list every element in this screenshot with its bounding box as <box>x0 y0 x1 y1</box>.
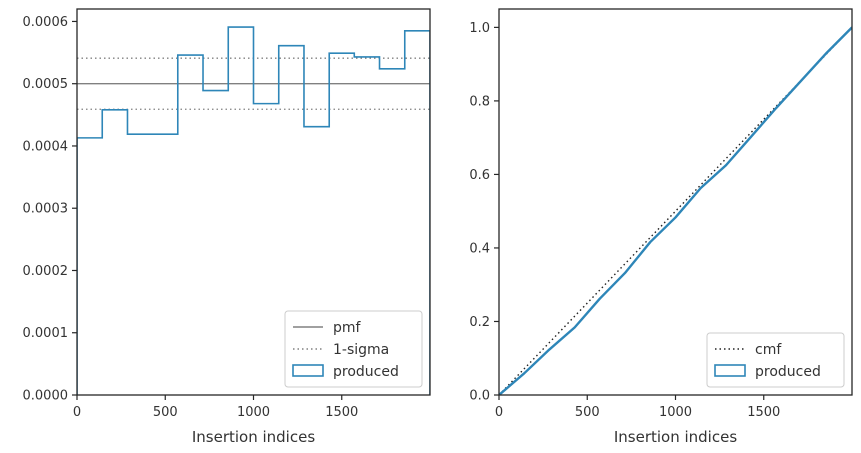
y-tick-label: 0.6 <box>469 168 490 183</box>
y-tick-label: 0.0000 <box>23 389 69 404</box>
y-tick-label: 0.0006 <box>23 15 69 30</box>
produced-step-histogram <box>77 26 430 395</box>
legend-label: produced <box>333 364 399 380</box>
legend-label: produced <box>755 364 821 380</box>
x-tick-label: 1000 <box>237 405 270 420</box>
x-tick-label: 500 <box>575 405 600 420</box>
x-tick-label: 500 <box>153 405 178 420</box>
chart-panel-1: 0 500 1000 1500 0.0000 0.0001 0.0002 0.0003 0.00… <box>23 8 431 446</box>
legend-label: cmf <box>755 342 782 358</box>
x-tick-label: 1000 <box>659 405 692 420</box>
y-tick-label: 0.0002 <box>23 264 69 279</box>
y-tick-label: 0.4 <box>469 241 490 256</box>
y-tick-label: 1.0 <box>469 21 490 36</box>
x-tick-label: 0 <box>73 405 81 420</box>
legend: cmf produced <box>706 332 845 388</box>
legend-label: 1-sigma <box>333 342 389 358</box>
legend: pmf 1-sigma produced <box>284 310 423 388</box>
legend-box <box>706 332 845 388</box>
produced-legend-handle <box>714 364 746 377</box>
plot-area <box>77 26 430 395</box>
plot-area <box>499 26 852 395</box>
y-tick-label: 0.2 <box>469 315 490 330</box>
x-axis-label: Insertion indices <box>192 428 315 446</box>
y-tick-label: 0.8 <box>469 94 490 109</box>
y-tick-label: 0.0 <box>469 389 490 404</box>
y-tick-label: 0.0001 <box>23 326 69 341</box>
produced-line <box>499 26 852 395</box>
chart-panel-2: 0 500 1000 1500 0.0 0.2 0.4 0.6 0.8 1.0 Insertion … <box>469 8 853 446</box>
legend-box <box>284 310 423 388</box>
produced-legend-handle <box>292 364 324 377</box>
y-tick-label: 0.0003 <box>23 202 69 217</box>
x-tick-label: 1500 <box>747 405 780 420</box>
legend-label: pmf <box>333 320 362 336</box>
y-tick-label: 0.0004 <box>23 139 69 154</box>
x-tick-label: 0 <box>495 405 503 420</box>
y-tick-label: 0.0005 <box>23 77 69 92</box>
x-axis-label: Insertion indices <box>614 428 737 446</box>
x-tick-label: 1500 <box>325 405 358 420</box>
